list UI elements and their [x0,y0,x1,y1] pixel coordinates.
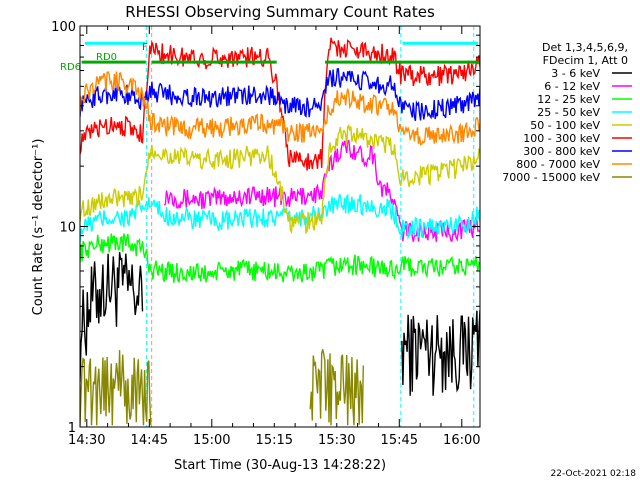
legend-label: 12 - 25 keV [537,93,600,106]
legend-label: 100 - 300 keV [523,132,600,145]
chart-title: RHESSI Observing Summary Count Rates [125,3,435,21]
x-tick-label: 15:15 [256,433,293,448]
legend-header: Det 1,3,4,5,6,9, [542,41,628,54]
series-50-100-kev [80,123,480,235]
series-300-800-kev [80,67,480,121]
legend-label: 3 - 6 keV [551,67,600,80]
y-axis-label: Count Rate (s⁻¹ detector⁻¹) [31,139,46,316]
legend-label: 800 - 7000 keV [516,158,600,171]
series-3-6-kev [80,252,480,396]
series-6-12-kev [163,139,480,243]
flags: RD0 RD6 F [60,41,480,73]
x-tick-label: 15:30 [318,433,355,448]
y-tick-label: 10 [59,221,76,236]
plot-area [80,26,480,427]
legend: Det 1,3,4,5,6,9,FDecim 1, Att 03 - 6 keV… [502,41,632,184]
x-tick-label: 15:45 [381,433,418,448]
legend-label: 300 - 800 keV [523,145,600,158]
legend-label: 6 - 12 keV [544,80,600,93]
x-tick-label: 16:00 [443,433,480,448]
y-tick-label: 1 [68,421,76,436]
x-tick-label: 14:45 [131,433,168,448]
x-tick-label: 15:00 [193,433,230,448]
series-7000-15000-kev [80,349,364,426]
y-tick-label: 100 [51,20,76,35]
flag-label-rd0: RD0 [96,52,117,63]
timestamp-label: 22-Oct-2021 02:18 [551,469,637,479]
legend-label: 7000 - 15000 keV [502,171,600,184]
legend-label: 25 - 50 keV [537,106,600,119]
flag-label-rd6: RD6 [60,62,81,73]
series-800-7000-kev [80,71,480,146]
legend-label: 50 - 100 keV [530,119,600,132]
legend-header: FDecim 1, Att 0 [543,54,628,67]
flag-label-f: F [142,42,148,53]
x-tick-label: 14:30 [68,433,105,448]
series-12-25-kev [80,233,480,284]
x-axis-label: Start Time (30-Aug-13 14:28:22) [174,458,386,473]
series-25-50-kev [80,193,480,242]
axes: 1 10 100 14:30 14:45 15:00 15:15 15:30 15:45 16:0… [51,20,480,448]
